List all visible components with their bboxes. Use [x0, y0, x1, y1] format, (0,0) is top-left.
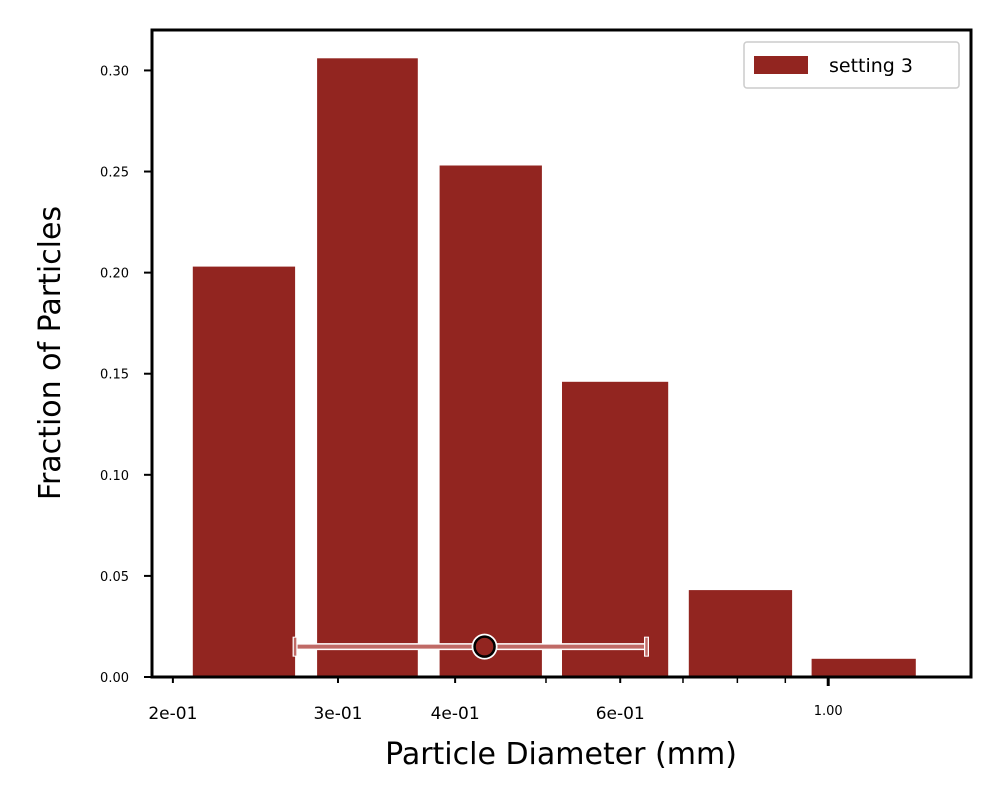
plot-frame — [150, 28, 973, 679]
bars-layer — [192, 58, 916, 678]
legend-box — [743, 41, 960, 89]
x-tick-label: 3e-01 — [313, 704, 362, 724]
bar-2 — [317, 58, 418, 678]
y-axis-title: Fraction of Particles — [33, 206, 68, 500]
x-tick-label: 4e-01 — [431, 704, 480, 724]
x-tick-label: 1.00 — [814, 704, 843, 719]
bar-4 — [562, 381, 669, 677]
bar-5 — [688, 590, 793, 677]
bar-1 — [192, 266, 296, 677]
y-axis: 0.00 0.05 0.10 0.15 0.20 0.25 0.30 — [100, 64, 152, 686]
x-tick-label: 6e-01 — [596, 704, 645, 724]
y-tick-label: 0.30 — [100, 64, 129, 79]
x-tick-label: 2e-01 — [148, 704, 197, 724]
y-tick-label: 0.00 — [100, 671, 129, 686]
y-tick-label: 0.15 — [100, 368, 129, 383]
legend: setting 3 — [743, 41, 960, 89]
legend-label: setting 3 — [829, 55, 913, 77]
legend-swatch — [754, 56, 808, 74]
y-tick-label: 0.25 — [100, 166, 129, 181]
y-tick-label: 0.10 — [100, 469, 129, 484]
summary-marker-layer — [292, 633, 649, 660]
x-axis: 2e-01 3e-01 4e-01 6e-01 1.00 — [148, 677, 843, 724]
y-tick-label: 0.20 — [100, 267, 129, 282]
bar-3 — [439, 165, 542, 677]
bar-6 — [811, 658, 916, 677]
y-tick-label: 0.05 — [100, 570, 129, 585]
summary-point — [473, 635, 496, 658]
x-axis-title: Particle Diameter (mm) — [385, 737, 737, 772]
